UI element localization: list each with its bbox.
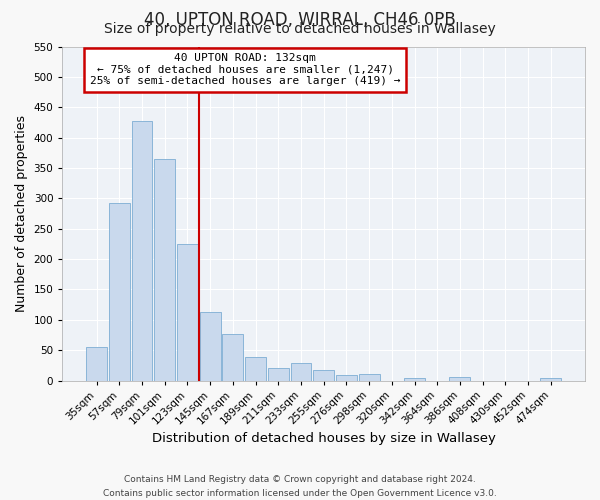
Text: 40 UPTON ROAD: 132sqm
← 75% of detached houses are smaller (1,247)
25% of semi-d: 40 UPTON ROAD: 132sqm ← 75% of detached … (90, 53, 401, 86)
Bar (359, 374, 380, 380)
Bar (541, 378, 561, 380)
Bar (313, 370, 334, 380)
Text: Size of property relative to detached houses in Wallasey: Size of property relative to detached ho… (104, 22, 496, 36)
Bar (154, 159, 175, 380)
Bar (86, 347, 107, 380)
Y-axis label: Number of detached properties: Number of detached properties (15, 115, 28, 312)
Bar (268, 368, 289, 380)
Bar (245, 358, 266, 380)
Bar (449, 377, 470, 380)
Bar (109, 203, 130, 380)
Bar (200, 312, 221, 380)
Text: Contains HM Land Registry data © Crown copyright and database right 2024.
Contai: Contains HM Land Registry data © Crown c… (103, 476, 497, 498)
Text: 40, UPTON ROAD, WIRRAL, CH46 0PB: 40, UPTON ROAD, WIRRAL, CH46 0PB (144, 11, 456, 29)
Bar (131, 120, 152, 380)
Bar (290, 363, 311, 380)
X-axis label: Distribution of detached houses by size in Wallasey: Distribution of detached houses by size … (152, 432, 496, 445)
Bar (336, 375, 357, 380)
Bar (223, 334, 243, 380)
Bar (177, 244, 198, 380)
Bar (404, 378, 425, 380)
